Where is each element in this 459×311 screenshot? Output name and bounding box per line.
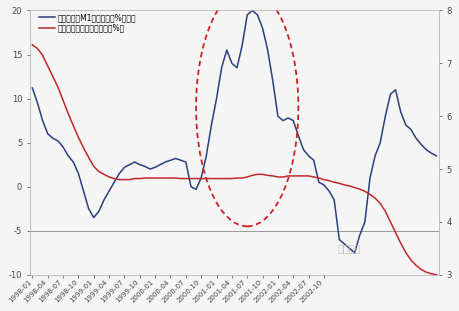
货币市场利率金融业折扣（%） (275, 175, 280, 179)
货币市场利率金融业折扣（%） (209, 177, 214, 180)
货币市场利率金融业折扣（%） (291, 174, 296, 178)
Line: 货币供给量M1同比增速（%）左轴: 货币供给量M1同比增速（%）左轴 (33, 11, 437, 253)
货币供给量M1同比增速（%）左轴 (280, 119, 286, 123)
Text: 洋平宏观: 洋平宏观 (337, 243, 361, 253)
货币供给量M1同比增速（%）左轴 (296, 134, 301, 137)
货币市场利率金融业折扣（%） (30, 43, 35, 47)
Line: 货币市场利率金融业折扣（%）: 货币市场利率金融业折扣（%） (33, 45, 437, 275)
货币市场利率金融业折扣（%） (270, 174, 275, 178)
货币供给量M1同比增速（%）左轴 (434, 154, 439, 158)
货币供给量M1同比增速（%）左轴 (30, 86, 35, 90)
货币市场利率金融业折扣（%） (434, 273, 439, 277)
货币市场利率金融业折扣（%） (388, 220, 393, 224)
货币供给量M1同比增速（%）左轴 (250, 9, 255, 12)
货币供给量M1同比增速（%）左轴 (352, 251, 358, 255)
货币供给量M1同比增速（%）左轴 (311, 158, 316, 162)
货币市场利率金融业折扣（%） (306, 174, 311, 178)
货币供给量M1同比增速（%）左轴 (398, 110, 403, 114)
货币供给量M1同比增速（%）左轴 (209, 123, 214, 127)
Legend: 货币供给量M1同比增速（%）左轴, 货币市场利率金融业折扣（%）: 货币供给量M1同比增速（%）左轴, 货币市场利率金融业折扣（%） (38, 12, 138, 34)
货币供给量M1同比增速（%）左轴 (275, 114, 280, 118)
